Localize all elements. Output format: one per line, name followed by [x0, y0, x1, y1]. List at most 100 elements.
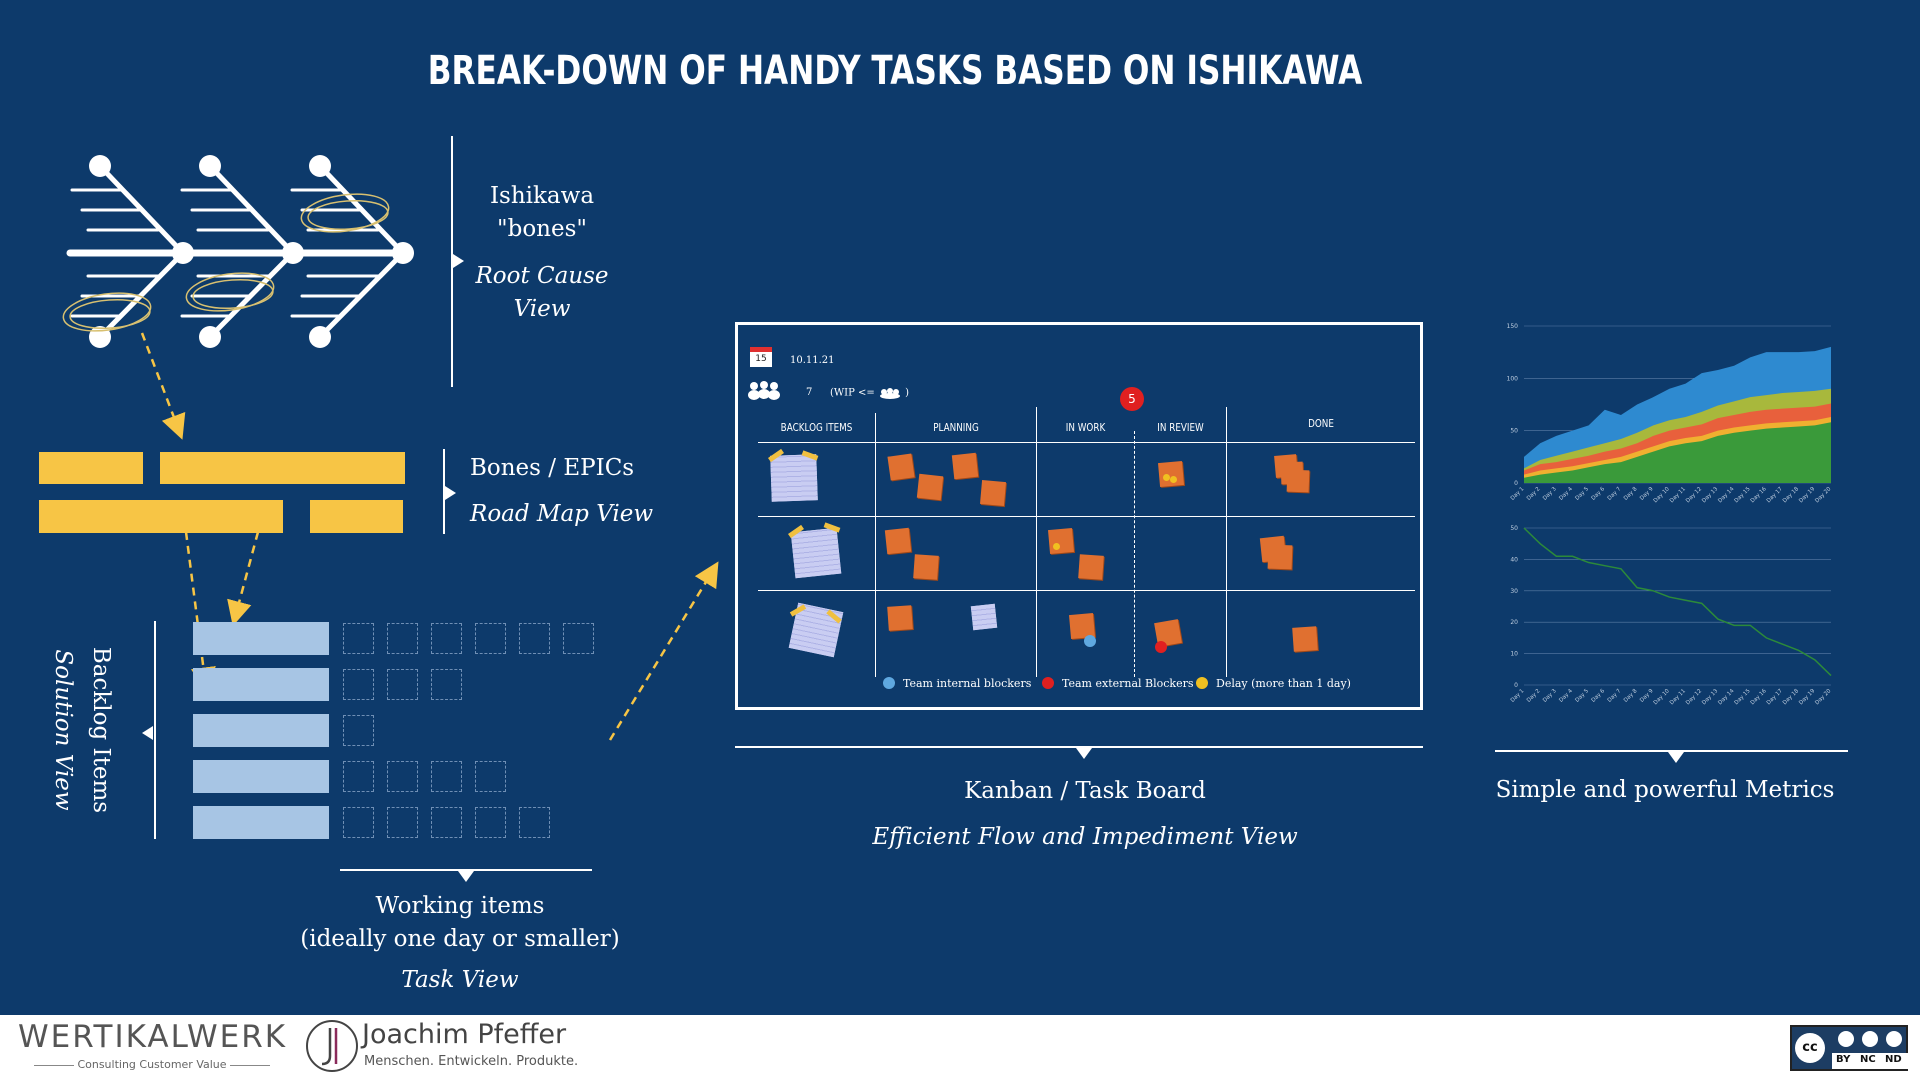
y-tick-label: 0 — [1514, 480, 1518, 487]
backlog-note — [770, 454, 818, 502]
kanban-bracket-line — [735, 746, 1423, 748]
backlog-item — [193, 622, 329, 655]
license-by: BY — [1836, 1054, 1851, 1065]
working-item — [343, 623, 374, 654]
x-tick-label: Day 1 — [1510, 688, 1526, 704]
x-tick-label: Day 13 — [1701, 688, 1719, 706]
epic-bar — [39, 500, 283, 533]
wip-limit: (WIP <= ) — [830, 387, 910, 399]
x-tick-label: Day 11 — [1669, 486, 1687, 504]
nd-icon — [1886, 1031, 1902, 1047]
x-tick-label: Day 20 — [1814, 688, 1832, 706]
task-note — [887, 453, 915, 481]
backlog-bracket-line — [154, 621, 156, 839]
external-blocker-dot — [1155, 641, 1167, 653]
backlog-pointer — [142, 726, 153, 740]
x-tick-label: Day 17 — [1766, 688, 1784, 706]
task-note — [887, 605, 913, 631]
metrics-pointer — [1668, 752, 1684, 763]
task-note — [1078, 554, 1104, 580]
backlog-note — [790, 527, 842, 579]
epic-bar — [160, 452, 405, 484]
page-title: BREAK-DOWN OF HANDY TASKS BASED ON ISHIK… — [427, 48, 1363, 94]
x-tick-label: Day 7 — [1607, 486, 1623, 502]
blocker-count-badge: 5 — [1120, 387, 1144, 411]
column-header-in-work: IN WORK — [1065, 421, 1106, 434]
working-item — [387, 623, 418, 654]
x-tick-label: Day 6 — [1591, 688, 1607, 704]
team-small-icon — [879, 388, 900, 399]
working-item — [431, 761, 462, 792]
task-note — [951, 452, 979, 480]
column-header-backlog: BACKLOG ITEMS — [780, 421, 853, 434]
working-item — [519, 807, 550, 838]
cc-icon: cc — [1795, 1033, 1825, 1063]
x-tick-label: Day 12 — [1685, 486, 1703, 504]
ishikawa-bracket-line — [451, 136, 453, 387]
y-tick-label: 30 — [1510, 588, 1518, 595]
y-tick-label: 100 — [1507, 375, 1519, 382]
working-items-bracket-line — [340, 869, 592, 871]
working-item — [475, 623, 506, 654]
task-note — [884, 527, 912, 555]
x-tick-label: Day 20 — [1814, 486, 1832, 504]
epics-label: Bones / EPICs Road Map View — [470, 455, 654, 527]
x-tick-label: Day 4 — [1558, 486, 1574, 502]
x-tick-label: Day 6 — [1591, 486, 1607, 502]
task-note — [1157, 460, 1185, 488]
working-item — [343, 669, 374, 700]
backlog-item — [193, 668, 329, 701]
kanban-label: Kanban / Task Board Efficient Flow and I… — [872, 778, 1298, 850]
working-items-pointer — [458, 871, 474, 882]
by-icon — [1838, 1031, 1854, 1047]
x-tick-label: Day 15 — [1734, 688, 1752, 706]
cc-license-badge: cc BY NC ND — [1790, 1025, 1908, 1071]
column-header-in-review: IN REVIEW — [1157, 421, 1204, 434]
working-item — [343, 715, 374, 746]
working-item — [343, 807, 374, 838]
task-note — [1047, 527, 1075, 555]
line-series — [1523, 527, 1832, 677]
x-tick-label: Day 2 — [1526, 486, 1542, 502]
y-tick-label: 50 — [1510, 525, 1518, 532]
task-note — [1267, 544, 1293, 570]
x-tick-label: Day 19 — [1798, 688, 1816, 706]
joachim-pfeffer-name: Joachim Pfeffer — [362, 1019, 567, 1050]
x-tick-label: Day 10 — [1653, 486, 1671, 504]
task-note — [916, 473, 944, 501]
internal-blocker-dot — [1084, 635, 1096, 647]
highlight-ellipses — [62, 193, 390, 332]
joachim-pfeffer-tagline: Menschen. Entwickeln. Produkte. — [364, 1054, 579, 1069]
task-note — [1286, 469, 1310, 493]
x-tick-label: Day 16 — [1750, 486, 1768, 504]
joachim-pfeffer-logo-icon — [306, 1020, 358, 1072]
backlog-item — [193, 714, 329, 747]
wertikalwerk-tagline: Consulting Customer Value — [26, 1058, 278, 1071]
x-tick-label: Day 18 — [1782, 688, 1800, 706]
epics-pointer — [445, 486, 456, 500]
column-header-done: DONE — [1308, 417, 1334, 430]
footer: WERTIKALWERK Consulting Customer Value J… — [0, 1015, 1920, 1080]
x-tick-label: Day 17 — [1766, 486, 1784, 504]
x-tick-label: Day 15 — [1734, 486, 1752, 504]
x-tick-label: Day 14 — [1717, 486, 1735, 504]
x-tick-label: Day 19 — [1798, 486, 1816, 504]
epic-bar — [39, 452, 143, 484]
working-item — [387, 761, 418, 792]
backlog-item — [193, 760, 329, 793]
working-item — [563, 623, 594, 654]
dashed-arrows — [140, 332, 719, 741]
ishikawa-pointer — [453, 254, 464, 268]
x-tick-label: Day 13 — [1701, 486, 1719, 504]
working-item — [519, 623, 550, 654]
nc-icon — [1862, 1031, 1878, 1047]
column-header-planning: PLANNING — [933, 421, 979, 434]
x-tick-label: Day 8 — [1623, 486, 1639, 502]
working-item — [431, 807, 462, 838]
working-item — [431, 669, 462, 700]
x-tick-label: Day 2 — [1526, 688, 1542, 704]
calendar-icon: 15 — [750, 347, 772, 367]
y-tick-label: 40 — [1510, 556, 1518, 563]
